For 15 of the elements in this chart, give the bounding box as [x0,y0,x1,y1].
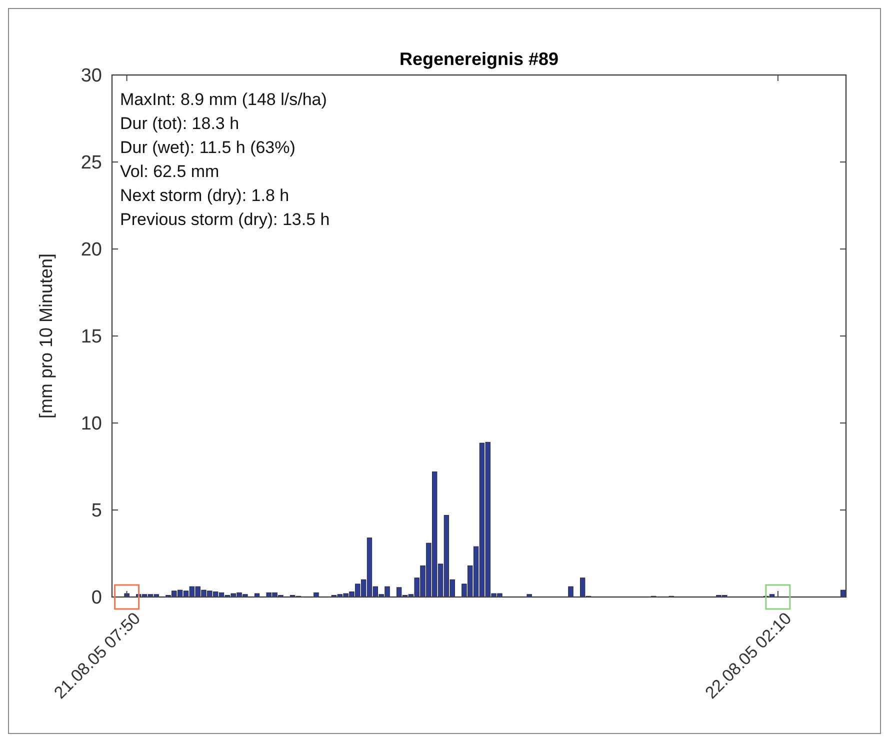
y-axis-title: [mm pro 10 Minuten] [36,253,56,419]
y-tick-label: 15 [80,326,102,348]
y-tick-label: 25 [80,152,102,174]
y-tick-label: 10 [80,414,102,435]
annotation: Previous storm (dry): 13.5 h [120,210,330,229]
y-tick-label: 20 [80,240,102,261]
y-tick-label: 5 [91,500,102,522]
annotation: Dur (tot): 18.3 h [120,114,240,133]
annotation: Next storm (dry): 1.8 h [120,186,290,205]
annotation: Dur (wet): 11.5 h (63%) [120,138,296,157]
y-tick-label: 30 [80,66,102,87]
y-tick-label: 0 [91,588,102,609]
annotation: Vol: 62.5 mm [120,162,220,181]
annotation: MaxInt: 8.9 mm (148 l/s/ha) [120,90,327,109]
chart-title: Regenereignis #89 [399,49,559,69]
